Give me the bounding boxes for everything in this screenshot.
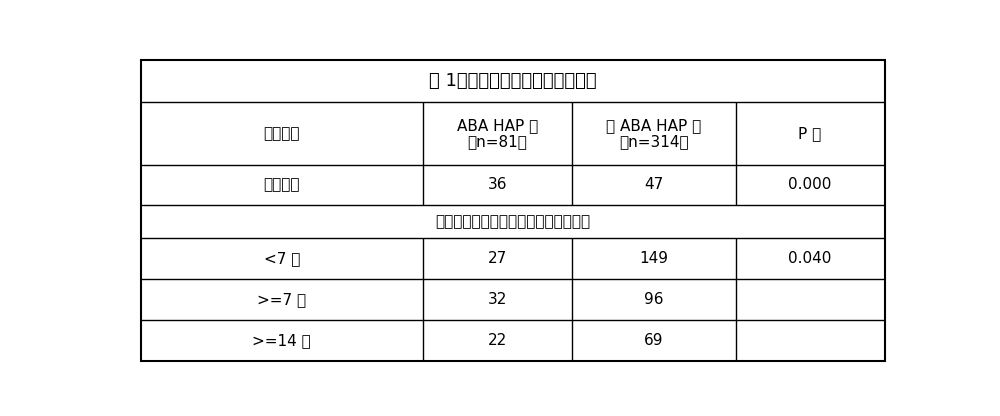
Text: 非 ABA HAP 组: 非 ABA HAP 组: [606, 118, 701, 133]
Text: 表 1：单因素分析的潜在危险因素: 表 1：单因素分析的潜在危险因素: [429, 72, 596, 90]
Text: 36: 36: [488, 178, 507, 193]
Text: （n=81）: （n=81）: [468, 134, 528, 149]
Text: 呼吸道标本收集日期距离住院日的天数: 呼吸道标本收集日期距离住院日的天数: [435, 214, 590, 229]
Text: >=14 天: >=14 天: [252, 333, 311, 348]
Text: 临床特点: 临床特点: [264, 126, 300, 141]
Text: （n=314）: （n=314）: [619, 134, 689, 149]
Text: >=7 天: >=7 天: [257, 292, 306, 307]
Text: 0.000: 0.000: [788, 178, 832, 193]
Text: 27: 27: [488, 251, 507, 266]
Text: 96: 96: [644, 292, 664, 307]
Text: 32: 32: [488, 292, 507, 307]
Text: 0.040: 0.040: [788, 251, 832, 266]
Text: P 值: P 值: [798, 126, 822, 141]
Text: 47: 47: [644, 178, 663, 193]
Text: ABA HAP 组: ABA HAP 组: [457, 118, 538, 133]
Text: <7 天: <7 天: [264, 251, 300, 266]
Text: 22: 22: [488, 333, 507, 348]
Text: 149: 149: [639, 251, 668, 266]
Text: 69: 69: [644, 333, 664, 348]
Text: 外院转入: 外院转入: [264, 178, 300, 193]
